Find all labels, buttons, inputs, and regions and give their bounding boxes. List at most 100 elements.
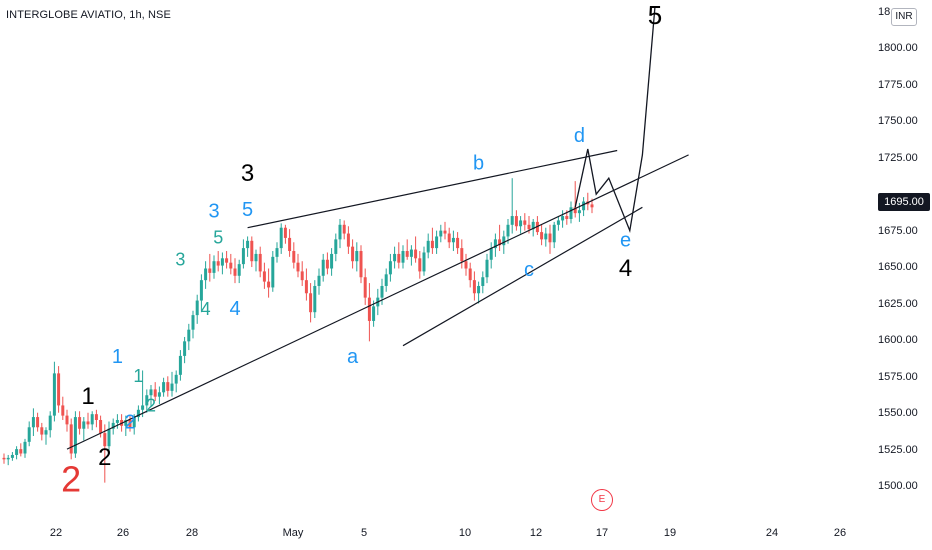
candle-up bbox=[174, 374, 178, 384]
candle-down bbox=[342, 224, 346, 234]
candle-up bbox=[393, 253, 397, 262]
candle-up bbox=[477, 285, 481, 294]
candle-down bbox=[57, 373, 61, 406]
candles-layer bbox=[2, 178, 594, 483]
candle-down bbox=[346, 233, 350, 247]
candle-up bbox=[451, 237, 455, 243]
currency-badge[interactable]: INR bbox=[891, 8, 917, 26]
candle-down bbox=[540, 232, 544, 240]
candle-up bbox=[82, 421, 86, 429]
x-tick: 17 bbox=[595, 527, 609, 539]
candle-down bbox=[405, 251, 409, 257]
candle-down bbox=[2, 457, 6, 460]
candle-up bbox=[338, 224, 342, 240]
x-tick: May bbox=[282, 527, 304, 539]
candle-up bbox=[544, 233, 548, 240]
candle-down bbox=[258, 253, 262, 272]
candle-down bbox=[363, 277, 367, 298]
candle-down bbox=[128, 419, 132, 428]
y-tick: 1500.00 bbox=[878, 480, 918, 492]
candle-up bbox=[422, 252, 426, 272]
ticker-title: INTERGLOBE AVIATIO, 1h, NSE bbox=[6, 9, 171, 21]
wave-label: 5 bbox=[213, 228, 223, 248]
x-tick: 26 bbox=[116, 527, 130, 539]
candle-down bbox=[300, 271, 304, 281]
candle-up bbox=[10, 454, 14, 458]
candle-down bbox=[527, 224, 531, 230]
candle-up bbox=[195, 300, 199, 316]
candle-up bbox=[275, 248, 279, 257]
candle-up bbox=[246, 240, 250, 249]
wave-label: e bbox=[620, 230, 631, 252]
candle-down bbox=[472, 280, 476, 294]
candle-up bbox=[577, 210, 581, 214]
candle-up bbox=[220, 258, 224, 266]
wave-label: 2 bbox=[61, 458, 81, 499]
y-tick: 1600.00 bbox=[878, 334, 918, 346]
candle-up bbox=[481, 277, 485, 286]
wave-label: 2 bbox=[98, 444, 111, 471]
candle-up bbox=[313, 285, 317, 313]
candle-down bbox=[225, 258, 229, 263]
candle-up bbox=[90, 414, 94, 425]
candle-down bbox=[208, 268, 212, 273]
last-price-label: 1695.00 bbox=[878, 193, 930, 211]
candle-down bbox=[229, 262, 233, 269]
x-tick: 10 bbox=[458, 527, 472, 539]
candle-down bbox=[304, 280, 308, 294]
candle-down bbox=[367, 297, 371, 321]
candle-down bbox=[153, 389, 157, 397]
candle-down bbox=[447, 233, 451, 243]
candle-up bbox=[569, 207, 573, 219]
candle-down bbox=[103, 433, 107, 447]
candle-down bbox=[464, 261, 468, 269]
candle-down bbox=[267, 281, 271, 288]
trendline bbox=[402, 206, 643, 347]
candle-up bbox=[31, 417, 35, 428]
candle-down bbox=[514, 216, 518, 227]
wave-label: 1 bbox=[133, 366, 143, 386]
candle-up bbox=[334, 239, 338, 254]
candle-down bbox=[233, 268, 237, 276]
earnings-event-badge[interactable]: E bbox=[591, 489, 613, 511]
candle-up bbox=[380, 285, 384, 298]
candle-up bbox=[409, 249, 413, 257]
candle-down bbox=[65, 415, 69, 425]
candle-up bbox=[435, 236, 439, 249]
candle-up bbox=[384, 274, 388, 286]
candle-up bbox=[23, 441, 27, 454]
candle-up bbox=[15, 449, 19, 455]
candle-down bbox=[397, 253, 401, 263]
candle-down bbox=[351, 246, 355, 262]
candle-up bbox=[237, 264, 241, 276]
candle-down bbox=[456, 237, 460, 249]
candle-down bbox=[69, 424, 73, 454]
y-tick: 1650.00 bbox=[878, 261, 918, 273]
trendlines-layer bbox=[66, 6, 689, 450]
candle-up bbox=[191, 315, 195, 330]
candle-down bbox=[166, 382, 170, 391]
x-tick: 19 bbox=[663, 527, 677, 539]
candle-up bbox=[330, 253, 334, 269]
x-tick: 5 bbox=[360, 527, 368, 539]
wave-label: 1 bbox=[112, 346, 123, 368]
candle-down bbox=[292, 251, 296, 263]
candle-up bbox=[48, 415, 52, 431]
x-tick: 28 bbox=[185, 527, 199, 539]
candle-up bbox=[162, 382, 166, 393]
wave-label: a bbox=[347, 346, 359, 368]
trendline bbox=[247, 149, 618, 229]
candle-down bbox=[309, 293, 313, 313]
wave-label: c bbox=[524, 259, 534, 281]
wave-label: 3 bbox=[241, 160, 254, 187]
candle-down bbox=[94, 414, 98, 420]
candle-down bbox=[443, 230, 447, 234]
candle-down bbox=[262, 271, 266, 282]
candle-down bbox=[36, 417, 40, 428]
candle-down bbox=[430, 240, 434, 249]
candle-up bbox=[271, 256, 275, 288]
candle-up bbox=[149, 389, 153, 396]
y-tick: 1775.00 bbox=[878, 79, 918, 91]
